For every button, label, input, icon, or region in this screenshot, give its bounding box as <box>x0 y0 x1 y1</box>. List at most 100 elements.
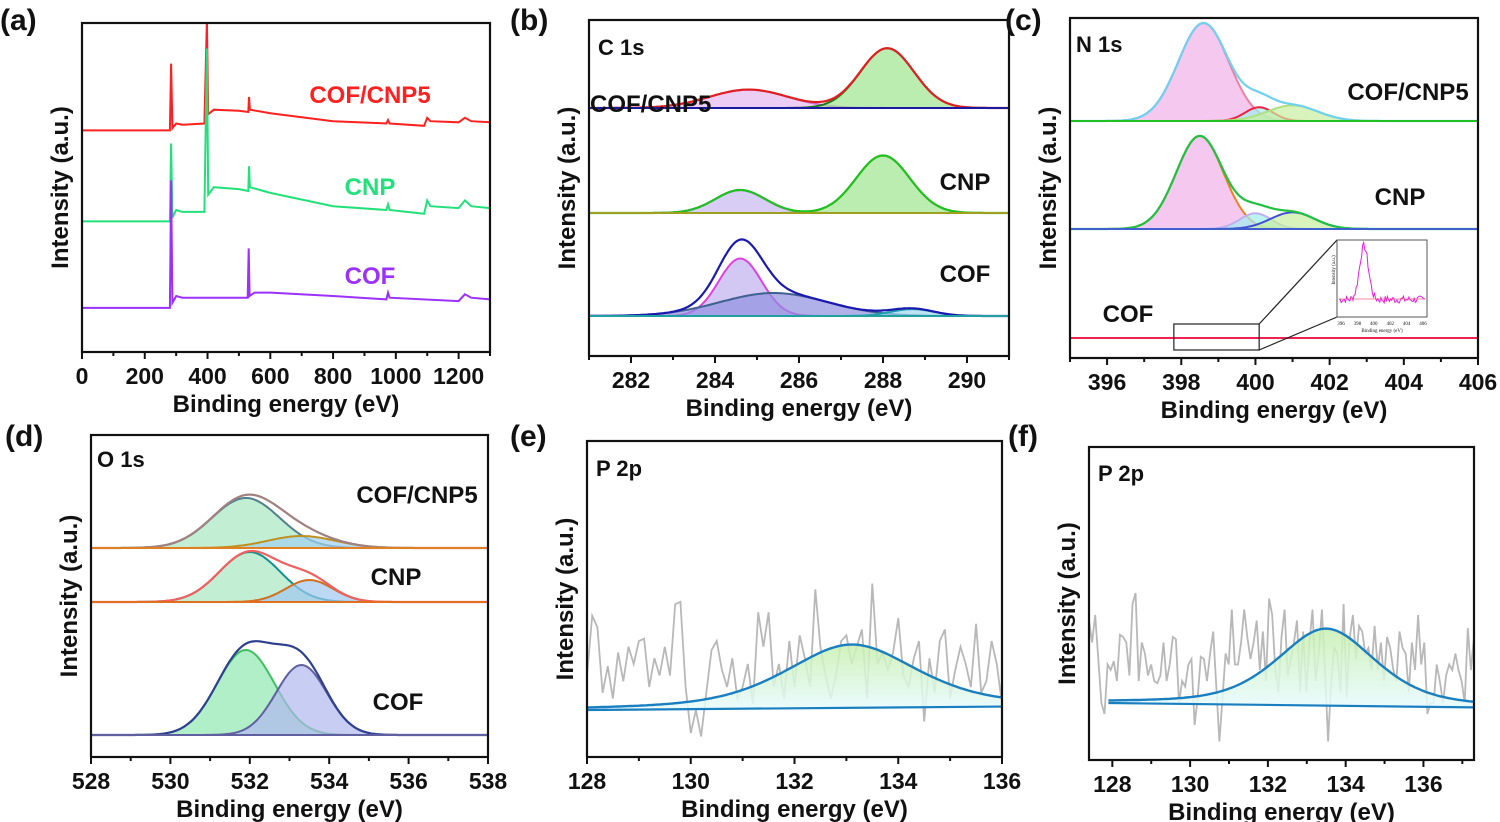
inset-frame <box>1336 239 1428 318</box>
zoom-connector <box>1258 239 1338 325</box>
sample-label: COF/CNP5 <box>590 91 711 118</box>
x-tick-label: 0 <box>76 363 89 389</box>
envelope-line <box>1070 134 1478 231</box>
peak-fill <box>589 309 1009 316</box>
y-axis-label: Intensity (a.u.) <box>1035 107 1062 270</box>
x-tick-label: 532 <box>231 768 269 794</box>
x-tick-label: 128 <box>1093 771 1132 797</box>
x-axis: 0 200 400 600 800 1000 1200 <box>76 352 491 389</box>
plot-area <box>587 583 1002 737</box>
x-tick-label: 396 <box>1088 369 1126 395</box>
inset-tick-label: 396 <box>1337 322 1345 327</box>
envelope-line <box>589 47 1009 110</box>
x-axis-label: Binding energy (eV) <box>686 395 913 422</box>
plot-area <box>1070 21 1478 339</box>
x-tick-label: 530 <box>151 768 189 794</box>
panel-label: (b) <box>510 4 548 37</box>
plot-frame <box>89 433 490 759</box>
panel-label: (a) <box>0 4 37 37</box>
x-axis-label: Binding energy (eV) <box>1161 397 1388 424</box>
peak-fill <box>91 580 488 602</box>
plot-area <box>82 23 490 309</box>
x-tick-label: 400 <box>188 363 226 389</box>
x-tick-label: 800 <box>314 363 352 389</box>
sample-label: COF/CNP5 <box>356 482 477 509</box>
peak-fill <box>589 48 1009 108</box>
peak-fill <box>91 536 488 548</box>
peak-fill <box>589 293 1009 316</box>
sample-label: COF <box>373 689 424 716</box>
plot-frame <box>587 18 1011 358</box>
panel-b: (b) 282 284 286 288 290 Binding energy (eV) Int… <box>510 4 1011 422</box>
x-tick-label: 136 <box>1404 771 1442 797</box>
panel-c: (c) 396 398 400 402 404 406 Binding energy (eV)… <box>1005 4 1497 424</box>
x-tick-label: 136 <box>983 768 1021 794</box>
envelope-line <box>589 238 1009 318</box>
fit-area <box>1108 628 1474 708</box>
spectrum-title: N 1s <box>1076 32 1122 57</box>
inset-tick-label: 402 <box>1386 322 1394 327</box>
plot-frame <box>80 21 492 354</box>
inset-tick-label: 406 <box>1419 322 1427 327</box>
fit-line <box>1108 627 1474 703</box>
x-axis-label: Binding energy (eV) <box>176 796 403 822</box>
x-tick-label: 402 <box>1310 369 1348 395</box>
x-tick-label: 534 <box>310 768 349 794</box>
panel-e: (e) 128 130 132 134 136 Binding energy (eV) Int… <box>510 420 1021 822</box>
x-axis: 128 130 132 134 136 <box>1093 760 1464 797</box>
x-tick-label: 288 <box>864 367 903 393</box>
x-tick-label: 538 <box>469 768 508 794</box>
panel-a: (a) 0 200 400 600 800 1000 1200 Binding energy (… <box>0 4 492 418</box>
x-tick-label: 134 <box>1326 771 1365 797</box>
panel-label: (e) <box>510 420 547 453</box>
sample-label: CNP <box>371 564 422 591</box>
y-axis-label: Intensity (a.u.) <box>1054 522 1081 685</box>
series-label: CNP <box>345 174 396 201</box>
spectrum-title: P 2p <box>596 456 642 481</box>
sample-label: COF <box>1103 301 1154 328</box>
fit-line <box>587 643 1002 709</box>
plot-area <box>1089 592 1474 742</box>
zoom-box <box>1173 323 1260 351</box>
x-tick-label: 132 <box>1249 771 1287 797</box>
x-tick-label: 132 <box>775 768 813 794</box>
x-axis: 528 530 532 534 536 538 <box>72 757 508 794</box>
raw-signal-line <box>587 583 1002 737</box>
x-tick-label: 400 <box>1236 369 1274 395</box>
inset-tick-label: 398 <box>1354 322 1362 327</box>
x-tick-label: 1000 <box>370 363 421 389</box>
y-axis-label: Intensity (a.u.) <box>47 106 74 269</box>
peak-fill <box>589 155 1009 213</box>
peak-fill <box>91 665 488 735</box>
x-axis-label: Binding energy (eV) <box>173 391 400 418</box>
spectrum-title: P 2p <box>1098 461 1144 486</box>
y-axis-label: Intensity (a.u.) <box>56 515 83 678</box>
panel-label: (f) <box>1008 420 1038 453</box>
panel-label: (c) <box>1005 4 1042 37</box>
plot-frame <box>1068 16 1480 360</box>
series-label: COF/CNP5 <box>309 82 430 109</box>
envelope-line <box>1070 21 1478 123</box>
inset-tick-label: 404 <box>1403 322 1411 327</box>
spectrum-title: O 1s <box>97 447 145 472</box>
plot-area <box>91 493 488 737</box>
peak-fill <box>1070 212 1478 229</box>
y-axis-label: Intensity (a.u.) <box>554 107 581 270</box>
x-tick-label: 128 <box>568 768 607 794</box>
plot-area <box>589 47 1009 318</box>
x-tick-label: 398 <box>1162 369 1201 395</box>
x-tick-label: 290 <box>948 367 986 393</box>
inset-y-label: Intensity (a.u.) <box>1332 255 1337 285</box>
sample-label: COF <box>940 261 991 288</box>
x-axis: 128 130 132 134 136 <box>568 757 1021 794</box>
sample-label: CNP <box>940 169 991 196</box>
x-tick-label: 130 <box>672 768 710 794</box>
series-line-cof-cnp5 <box>82 23 490 132</box>
x-axis-label: Binding energy (eV) <box>1168 799 1395 822</box>
panel-label: (d) <box>5 420 43 453</box>
fit-area <box>587 644 1002 710</box>
fit-baseline <box>1108 701 1474 709</box>
x-tick-label: 200 <box>126 363 164 389</box>
peak-fill <box>589 89 1009 108</box>
fit-baseline <box>587 705 1002 712</box>
